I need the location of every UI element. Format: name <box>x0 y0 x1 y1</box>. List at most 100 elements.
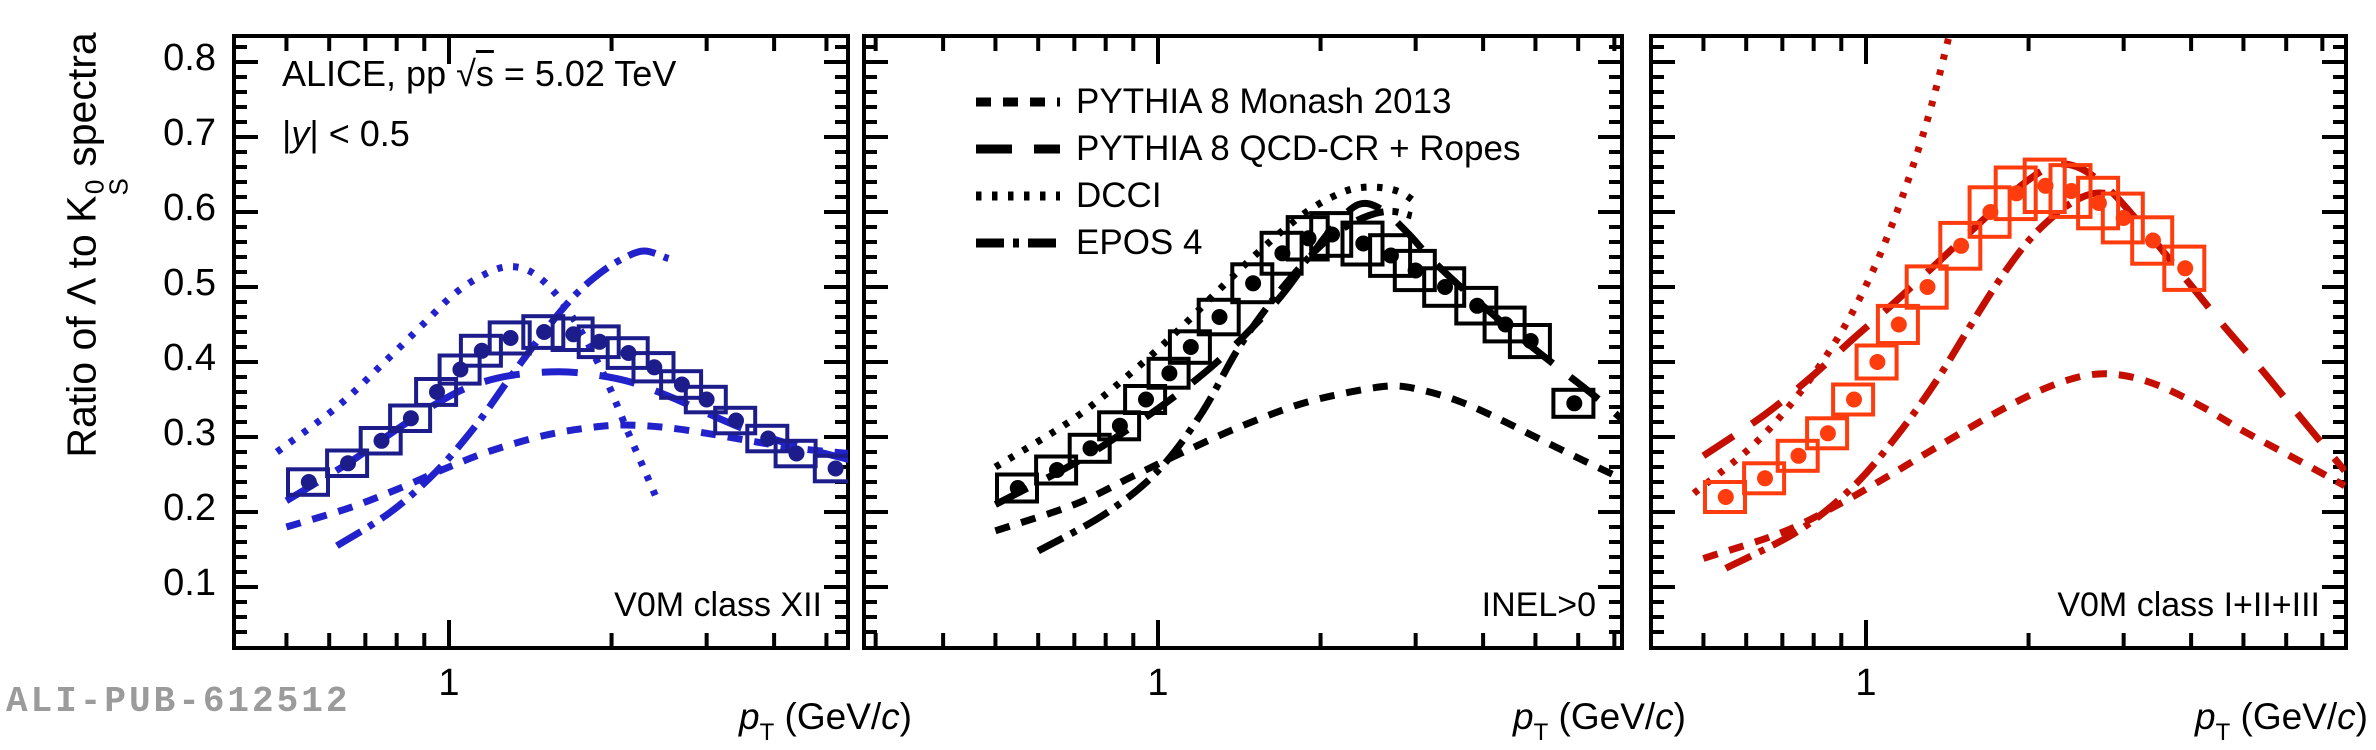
data-point <box>591 333 608 350</box>
x-title-close: ) <box>2355 696 2368 737</box>
x-title-c: c <box>881 696 900 737</box>
pt-sub: T <box>1533 719 1549 746</box>
y-axis-title-sub: S <box>103 178 134 196</box>
syst-box <box>521 314 566 350</box>
x-axis-title: pT (GeV/c) <box>2195 698 2368 745</box>
panel-frame <box>862 34 1624 650</box>
model-curves <box>1691 36 2346 572</box>
data-point <box>1082 440 1099 457</box>
pt-var: p <box>739 696 760 737</box>
model-curve-epos <box>1724 189 2121 572</box>
syst-box <box>1067 432 1112 464</box>
data-point <box>1300 230 1317 247</box>
x-title-mid: (GeV/ <box>774 696 882 737</box>
data-point <box>646 359 663 376</box>
syst-box <box>388 403 433 433</box>
syst-box <box>745 423 790 454</box>
pt-var: p <box>1513 696 1534 737</box>
syst-box <box>1854 343 1899 381</box>
syst-box <box>325 448 370 478</box>
syst-box <box>1034 454 1079 486</box>
syst-box <box>2076 175 2121 231</box>
syst-box <box>683 384 728 415</box>
data-point <box>620 345 637 361</box>
data-point <box>429 384 445 400</box>
x-title-close: ) <box>899 696 912 737</box>
y-tick-label: 0.8 <box>163 37 216 79</box>
alice-label: ALICE, pp √s = 5.02 TeV <box>282 56 676 92</box>
legend-label: PYTHIA 8 QCD-CR + Ropes <box>1076 128 1521 168</box>
syst-box <box>458 333 503 368</box>
data-point <box>2037 177 2054 194</box>
data-series <box>286 314 848 497</box>
rapidity-suffix: | < 0.5 <box>309 113 410 154</box>
data-point <box>1355 235 1372 252</box>
model-curve-epos <box>335 247 670 549</box>
data-series <box>1703 157 2207 514</box>
legend-label: DCCI <box>1076 175 1162 215</box>
legend: PYTHIA 8 Monash 2013 PYTHIA 8 QCD-CR + R… <box>976 78 1520 266</box>
data-point <box>673 376 690 393</box>
syst-box <box>1368 233 1413 278</box>
data-point <box>1717 489 1734 505</box>
data-point <box>2115 210 2132 226</box>
x-tick-label-1: 1 <box>1855 662 1877 704</box>
data-series <box>995 211 1596 504</box>
data-point <box>1245 275 1262 292</box>
x-tick-label-1: 1 <box>438 662 460 704</box>
data-point <box>1182 339 1199 355</box>
y-tick-label: 0.5 <box>163 262 216 304</box>
model-curve-epos <box>1036 207 1413 555</box>
legend-item-dcci: DCCI <box>976 172 1520 219</box>
syst-box <box>1259 230 1304 276</box>
pt-sub: T <box>759 719 775 746</box>
syst-box <box>1507 323 1552 360</box>
y-tick-label: 0.1 <box>163 562 216 604</box>
data-point <box>536 324 553 340</box>
y-axis-title-suffix: spectra <box>58 32 105 179</box>
rapidity-prefix: | <box>282 113 292 154</box>
syst-box <box>1938 220 1983 271</box>
syst-box <box>2162 244 2207 292</box>
panel-label-v0m-i-ii-iii: V0M class I+II+III <box>2057 586 2320 624</box>
data-point <box>2145 232 2161 249</box>
data-point <box>1382 247 1399 264</box>
x-title-close: ) <box>1673 696 1686 737</box>
syst-box <box>1123 384 1168 415</box>
y-tick-label: 0.3 <box>163 412 216 454</box>
legend-item-epos: EPOS 4 <box>976 219 1520 266</box>
data-point <box>1274 245 1291 262</box>
data-point <box>1049 462 1065 478</box>
data-point <box>2008 185 2025 202</box>
x-tick-label-1: 1 <box>1147 662 1169 704</box>
data-point <box>1982 204 1999 220</box>
y-tick-label: 0.7 <box>163 112 216 154</box>
syst-box <box>659 369 704 400</box>
syst-box <box>1703 480 1747 514</box>
syst-box <box>713 405 758 436</box>
pt-var: p <box>2195 696 2216 737</box>
data-point <box>760 430 777 447</box>
syst-box <box>2022 157 2067 215</box>
data-point <box>1469 297 1486 314</box>
syst-box <box>2130 215 2175 266</box>
data-point <box>1757 470 1773 487</box>
dcci-line-sample-icon <box>976 191 1060 200</box>
data-point <box>473 342 490 359</box>
data-point <box>2090 195 2107 211</box>
syst-box <box>1967 185 2012 239</box>
syst-box <box>487 320 532 356</box>
data-point <box>452 361 469 378</box>
rapidity-label: |y| < 0.5 <box>282 116 410 152</box>
axis-ticks <box>234 36 848 648</box>
syst-box <box>1167 329 1212 365</box>
data-point <box>1953 237 1970 254</box>
syst-box <box>1392 248 1437 293</box>
syst-box <box>550 316 595 352</box>
syst-box <box>286 467 330 497</box>
x-title-mid: (GeV/ <box>2230 696 2338 737</box>
data-point <box>2177 260 2194 277</box>
